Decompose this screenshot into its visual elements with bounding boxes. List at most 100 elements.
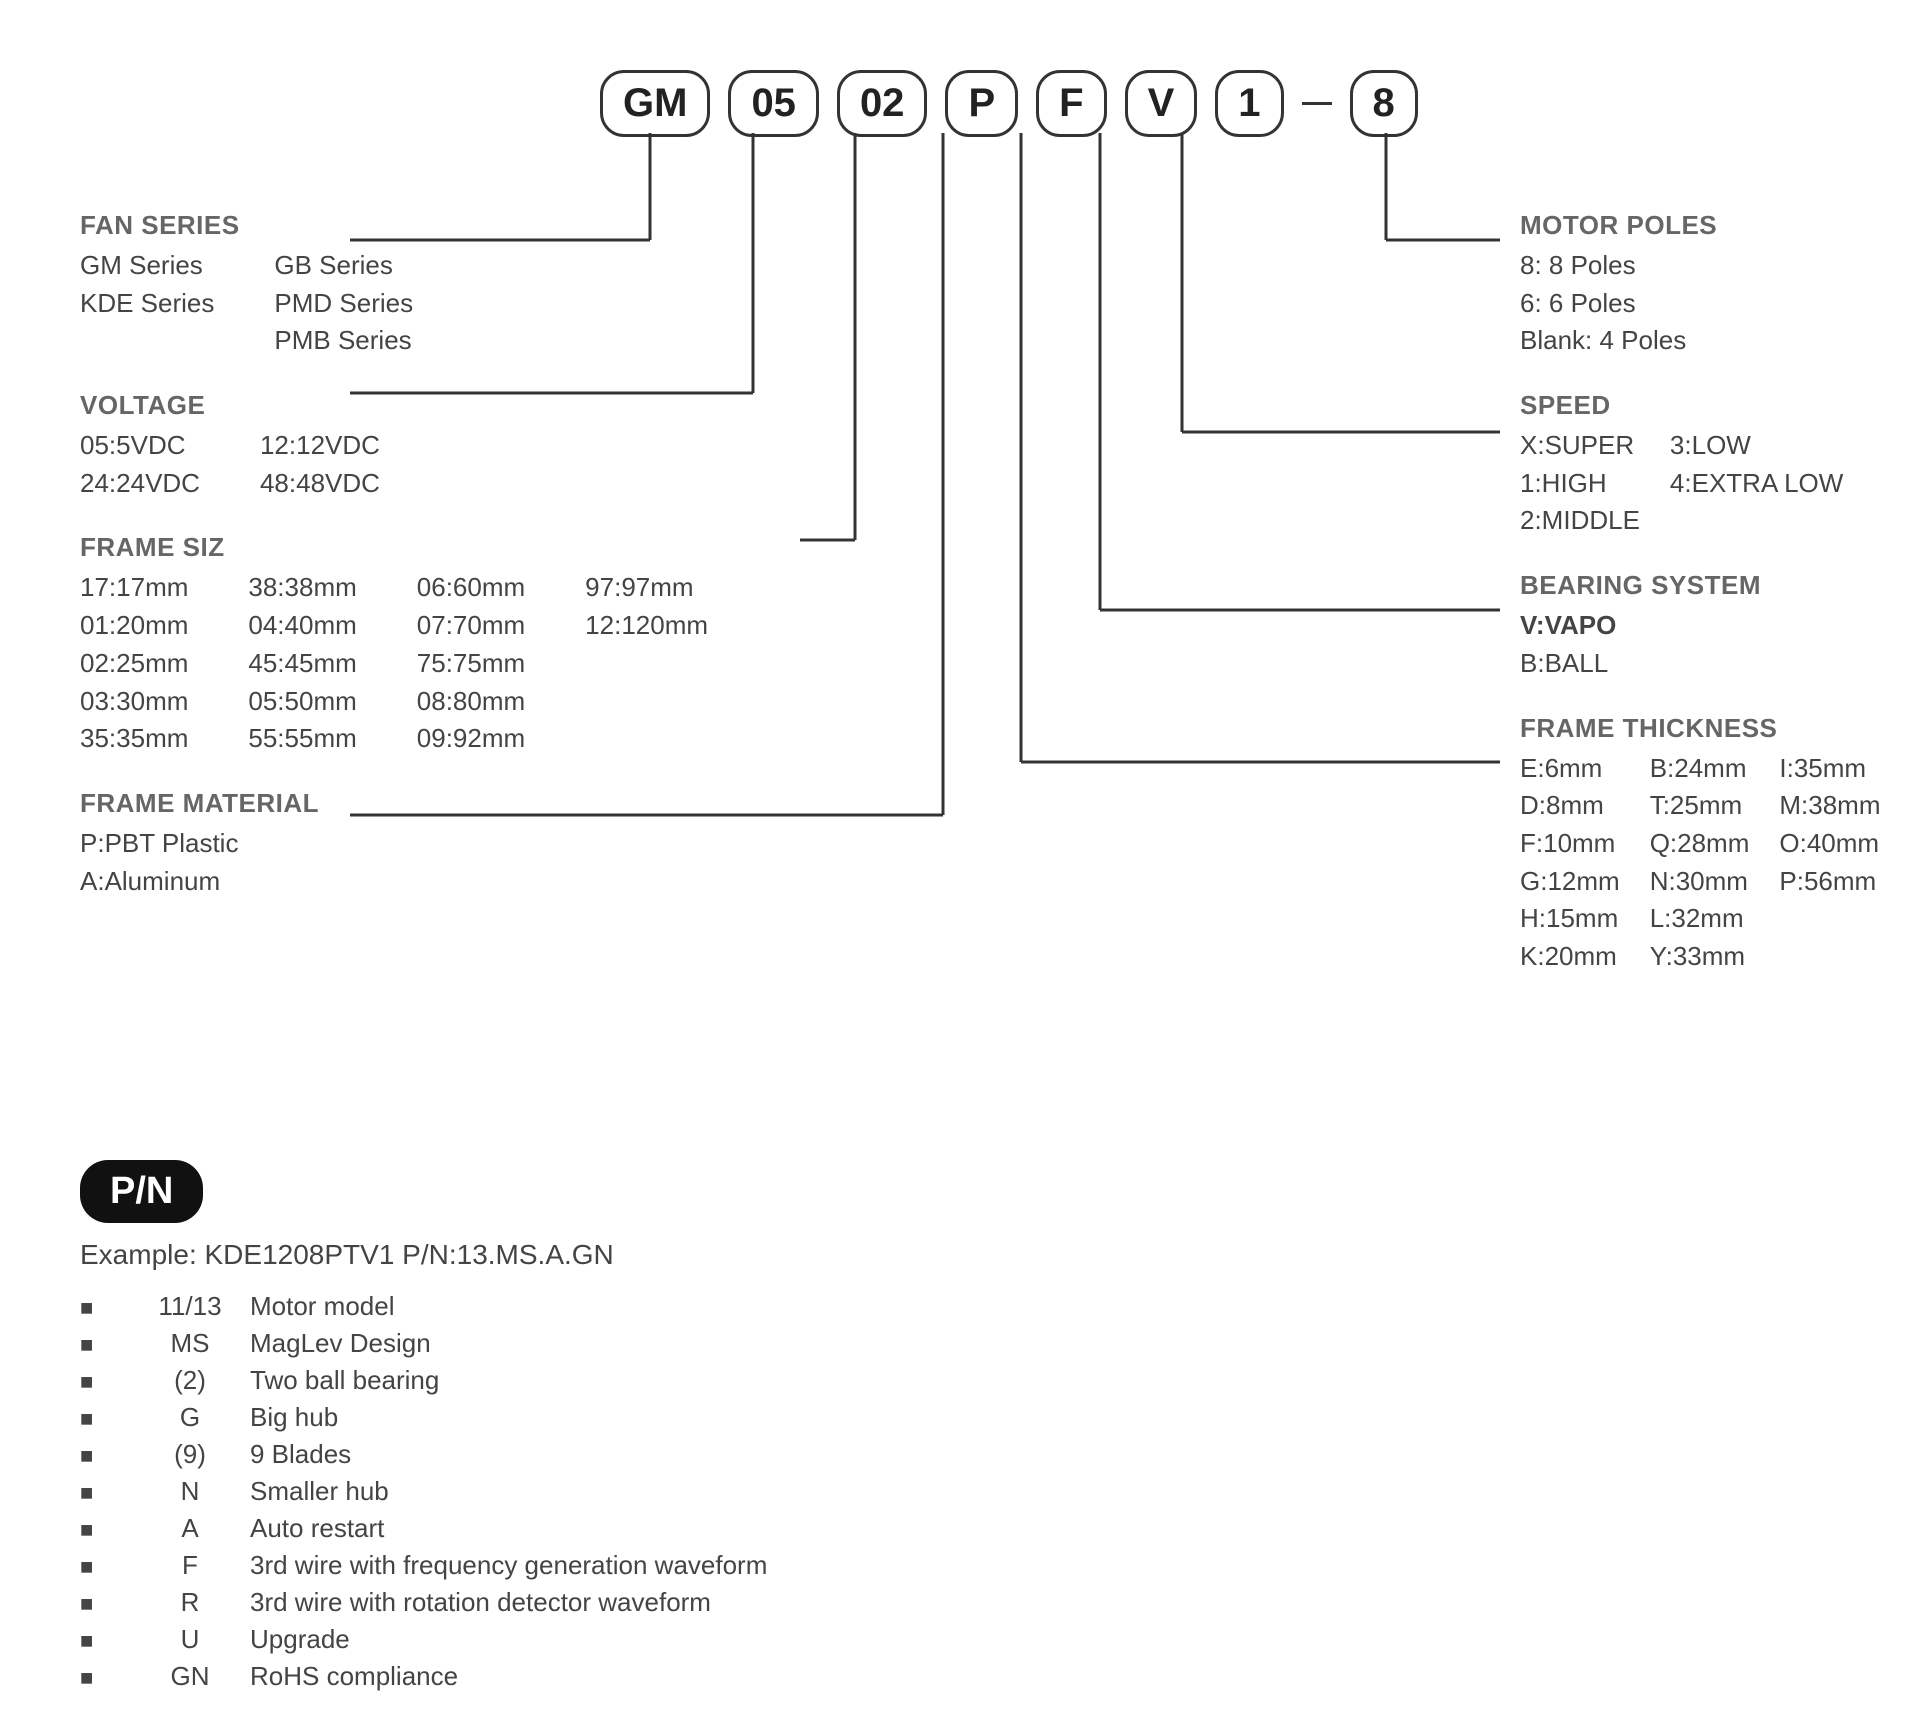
code-box-0: GM	[600, 70, 710, 137]
pn-desc: 3rd wire with frequency generation wavef…	[250, 1550, 1080, 1581]
motor-poles-section: MOTOR POLES 8: 8 Poles6: 6 PolesBlank: 4…	[1520, 210, 1920, 360]
code-box-3: P	[945, 70, 1018, 137]
list-item: B:24mm	[1650, 750, 1750, 788]
pn-row: ■R3rd wire with rotation detector wavefo…	[80, 1587, 1080, 1618]
pn-row: ■F3rd wire with frequency generation wav…	[80, 1550, 1080, 1581]
voltage-section: VOLTAGE 05:5VDC24:24VDC 12:12VDC48:48VDC	[80, 390, 930, 502]
list-item: 97:97mm	[585, 569, 708, 607]
list-item: 4:EXTRA LOW	[1670, 465, 1843, 503]
bullet-icon: ■	[80, 1517, 130, 1543]
pn-code: MS	[130, 1328, 250, 1359]
list-item: 05:50mm	[248, 683, 356, 721]
list-item: 04:40mm	[248, 607, 356, 645]
voltage-title: VOLTAGE	[80, 390, 930, 421]
list-item: D:8mm	[1520, 787, 1620, 825]
list-item: P:PBT Plastic	[80, 825, 930, 863]
list-item: B:BALL	[1520, 645, 1920, 683]
list-item: 12:120mm	[585, 607, 708, 645]
bullet-icon: ■	[80, 1480, 130, 1506]
bullet-icon: ■	[80, 1554, 130, 1580]
pn-row: ■NSmaller hub	[80, 1476, 1080, 1507]
list-item: 3:LOW	[1670, 427, 1843, 465]
pn-row: ■MSMagLev Design	[80, 1328, 1080, 1359]
frame-size-section: FRAME SIZ 17:17mm01:20mm02:25mm03:30mm35…	[80, 532, 930, 757]
dash-connector	[1302, 102, 1332, 105]
pn-table: ■11/13Motor model■MSMagLev Design■(2)Two…	[80, 1291, 1080, 1692]
list-item: 1:HIGH	[1520, 465, 1640, 503]
pn-desc: Upgrade	[250, 1624, 1080, 1655]
list-item: L:32mm	[1650, 900, 1750, 938]
list-item: PMB Series	[274, 322, 413, 360]
bearing-title: BEARING SYSTEM	[1520, 570, 1920, 601]
frame-size-title: FRAME SIZ	[80, 532, 930, 563]
pn-badge: P/N	[80, 1160, 203, 1223]
code-box-7: 8	[1350, 70, 1418, 137]
pn-code: N	[130, 1476, 250, 1507]
list-item: 03:30mm	[80, 683, 188, 721]
bullet-icon: ■	[80, 1406, 130, 1432]
pn-row: ■(2)Two ball bearing	[80, 1365, 1080, 1396]
pn-code: (9)	[130, 1439, 250, 1470]
list-item: T:25mm	[1650, 787, 1750, 825]
left-sections: FAN SERIES GM SeriesKDE Series GB Series…	[80, 210, 930, 930]
pn-desc: RoHS compliance	[250, 1661, 1080, 1692]
pn-code: 11/13	[130, 1291, 250, 1322]
list-item: K:20mm	[1520, 938, 1620, 976]
list-item: 08:80mm	[417, 683, 525, 721]
list-item: 6: 6 Poles	[1520, 285, 1920, 323]
code-box-2: 02	[837, 70, 928, 137]
code-box-6: 1	[1215, 70, 1283, 137]
frame-material-section: FRAME MATERIAL P:PBT PlasticA:Aluminum	[80, 788, 930, 900]
list-item: PMD Series	[274, 285, 413, 323]
pn-row: ■GBig hub	[80, 1402, 1080, 1433]
list-item: 75:75mm	[417, 645, 525, 683]
pn-row: ■AAuto restart	[80, 1513, 1080, 1544]
bullet-icon: ■	[80, 1369, 130, 1395]
list-item: F:10mm	[1520, 825, 1620, 863]
pn-desc: Big hub	[250, 1402, 1080, 1433]
pn-section: P/N Example: KDE1208PTV1 P/N:13.MS.A.GN …	[80, 1160, 1080, 1698]
bullet-icon: ■	[80, 1332, 130, 1358]
pn-desc: MagLev Design	[250, 1328, 1080, 1359]
right-sections: MOTOR POLES 8: 8 Poles6: 6 PolesBlank: 4…	[1520, 210, 1920, 1006]
pn-code: F	[130, 1550, 250, 1581]
list-item: 06:60mm	[417, 569, 525, 607]
thickness-title: FRAME THICKNESS	[1520, 713, 1920, 744]
pn-desc: 3rd wire with rotation detector waveform	[250, 1587, 1080, 1618]
list-item: N:30mm	[1650, 863, 1750, 901]
list-item: 8: 8 Poles	[1520, 247, 1920, 285]
list-item: 05:5VDC	[80, 427, 200, 465]
list-item: 12:12VDC	[260, 427, 380, 465]
pn-row: ■GNRoHS compliance	[80, 1661, 1080, 1692]
list-item: KDE Series	[80, 285, 214, 323]
bullet-icon: ■	[80, 1591, 130, 1617]
list-item: 02:25mm	[80, 645, 188, 683]
pn-code: G	[130, 1402, 250, 1433]
list-item: E:6mm	[1520, 750, 1620, 788]
bullet-icon: ■	[80, 1295, 130, 1321]
list-item: 38:38mm	[248, 569, 356, 607]
pn-code: (2)	[130, 1365, 250, 1396]
list-item: H:15mm	[1520, 900, 1620, 938]
pn-desc: Smaller hub	[250, 1476, 1080, 1507]
list-item: 07:70mm	[417, 607, 525, 645]
pn-code: R	[130, 1587, 250, 1618]
code-box-5: V	[1125, 70, 1198, 137]
list-item: V:VAPO	[1520, 607, 1920, 645]
list-item: G:12mm	[1520, 863, 1620, 901]
list-item: Blank: 4 Poles	[1520, 322, 1920, 360]
bullet-icon: ■	[80, 1665, 130, 1691]
list-item: A:Aluminum	[80, 863, 930, 901]
list-item: 01:20mm	[80, 607, 188, 645]
pn-desc: Two ball bearing	[250, 1365, 1080, 1396]
pn-desc: 9 Blades	[250, 1439, 1080, 1470]
pn-code: A	[130, 1513, 250, 1544]
list-item: 55:55mm	[248, 720, 356, 758]
list-item: GB Series	[274, 247, 413, 285]
list-item: O:40mm	[1779, 825, 1880, 863]
bearing-section: BEARING SYSTEM V:VAPOB:BALL	[1520, 570, 1920, 682]
fan-series-title: FAN SERIES	[80, 210, 930, 241]
list-item: Q:28mm	[1650, 825, 1750, 863]
bullet-icon: ■	[80, 1628, 130, 1654]
part-number-code-row: GM0502PFV18	[600, 70, 1418, 137]
